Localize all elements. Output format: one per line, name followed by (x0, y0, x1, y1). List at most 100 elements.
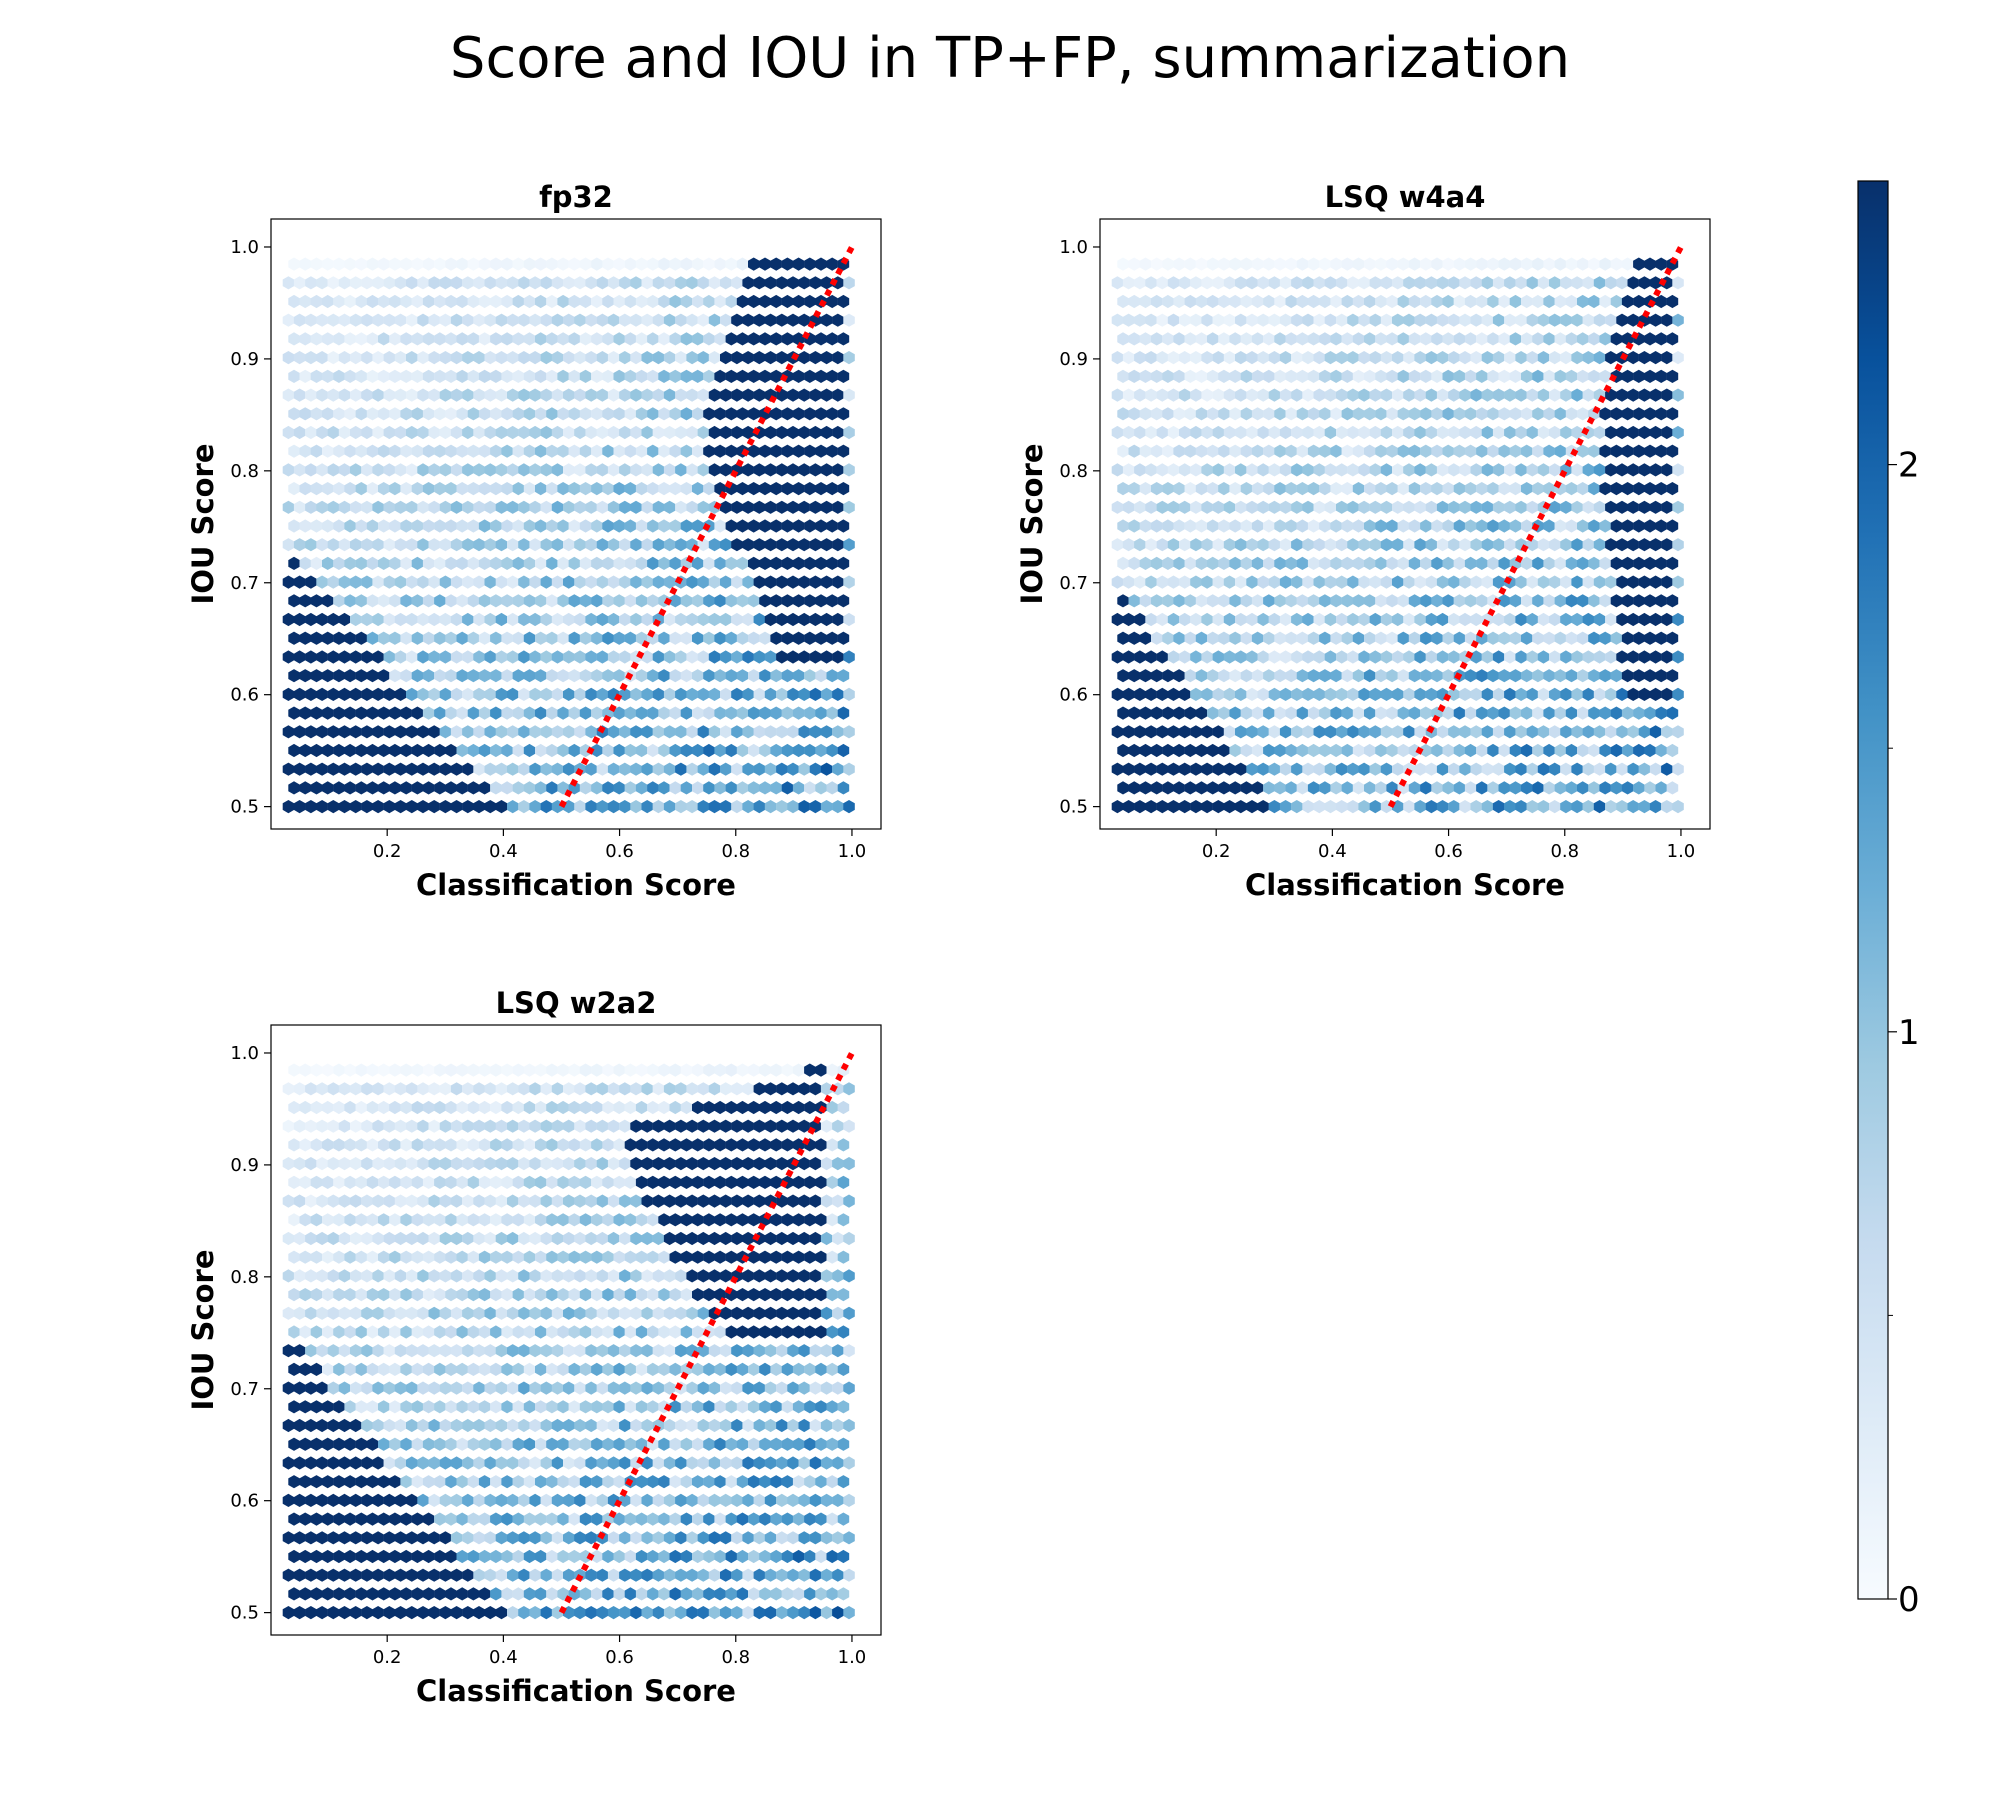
hexbin-cell (1481, 276, 1494, 290)
hexbin-cell (344, 444, 356, 458)
hexbin-cell (383, 1493, 396, 1507)
hexbin-cell (748, 1400, 760, 1414)
hexbin-cell (1251, 519, 1264, 533)
hexbin-cell (501, 407, 513, 421)
hexbin-cell (1218, 407, 1230, 421)
x-tick-label: 1.0 (1667, 841, 1696, 862)
hexbin-cell (1128, 444, 1140, 458)
hexbin-cell (602, 1250, 614, 1264)
hexbin-cell (557, 482, 569, 496)
hexbin-cell (1352, 594, 1365, 608)
hexbin-cell (624, 1138, 637, 1152)
hexbin-cell (731, 1306, 743, 1320)
hexbin-cell (1167, 351, 1180, 365)
hexbin-cell (613, 781, 625, 795)
hexbin-cell (781, 1437, 794, 1451)
hexbin-cell (411, 743, 424, 758)
hexbin-cell (1207, 407, 1219, 421)
hexbin-cell (1498, 294, 1510, 309)
hexbin-cell (495, 687, 508, 701)
hexbin-cell (316, 1344, 328, 1358)
hexbin-cell (467, 257, 480, 271)
hexbin-cell (613, 1325, 625, 1339)
hexbin-cell (1549, 800, 1561, 814)
hexbin-cell (1307, 781, 1320, 795)
hexbin-cell (742, 1381, 754, 1395)
hexbin-cell (450, 800, 463, 814)
hexbin-cell (467, 1138, 480, 1152)
hexbin-cell (372, 1531, 384, 1545)
hexbin-cell (338, 800, 351, 814)
hexbin-cell (1571, 725, 1583, 739)
hexbin-cell (563, 612, 575, 627)
hexbin-cell (820, 1381, 833, 1395)
hexbin-cell (1302, 800, 1314, 814)
hexbin-cell (1134, 575, 1146, 589)
hexbin-cell (798, 538, 810, 552)
hexbin-cell (1481, 575, 1494, 589)
hexbin-cell (663, 725, 676, 739)
hexbin-cell (462, 463, 474, 477)
hexbin-cell (1420, 257, 1432, 271)
hexbin-cell (1251, 332, 1264, 346)
hexbin-cell (428, 388, 440, 402)
hexbin-cell (282, 800, 295, 814)
hexbin-cell (1313, 650, 1325, 664)
hexbin-cell (731, 725, 743, 739)
hexbin-cell (663, 1231, 676, 1246)
hexbin-cell (1302, 463, 1314, 477)
hexbin-cell (1375, 519, 1387, 533)
hexbin-cell (647, 294, 659, 309)
hexbin-cell (523, 1512, 536, 1526)
hexbin-cell (669, 781, 681, 795)
hexbin-cell (490, 444, 502, 458)
hexbin-cell (428, 1456, 440, 1470)
hexbin-cell (344, 1100, 356, 1115)
hexbin-cell (1655, 369, 1667, 383)
hexbin-cell (1330, 743, 1342, 758)
hexbin-cell (1240, 706, 1253, 720)
hexbin-cell (1420, 706, 1432, 720)
hexbin-cell (422, 294, 435, 309)
hexbin-cell (596, 1231, 609, 1246)
hexbin-cell (602, 369, 614, 383)
hexbin-cell (1128, 482, 1140, 496)
hexbin-cell (540, 1157, 552, 1171)
hexbin-cell (697, 1418, 709, 1433)
hexbin-cell (1420, 407, 1432, 421)
hexbin-cell (703, 1437, 715, 1451)
hexbin-cell (770, 669, 782, 683)
hexbin-cell (742, 1568, 754, 1582)
hexbin-cell (697, 1493, 709, 1507)
hexbin-cell (798, 1381, 810, 1395)
hexbin-cell (338, 1119, 351, 1133)
hexbin-cell (450, 463, 463, 477)
hexbin-cell (1184, 631, 1196, 645)
hexbin-cell (1621, 743, 1634, 758)
hexbin-cell (406, 800, 418, 814)
hexbin-cell (1549, 762, 1561, 776)
hexbin-cell (820, 1157, 833, 1171)
hexbin-cell (579, 1175, 592, 1189)
hexbin-cell (1167, 725, 1180, 739)
hexbin-cell (350, 575, 362, 589)
hexbin-cell (529, 1418, 541, 1433)
hexbin-cell (1364, 444, 1376, 458)
hexbin-cell (1307, 444, 1320, 458)
hexbin-cell (282, 1306, 295, 1320)
hexbin-cell (1173, 407, 1185, 421)
hexbin-cell (1392, 425, 1404, 440)
hexbin-cell (406, 463, 418, 477)
hexbin-cell (518, 425, 530, 440)
hexbin-cell (826, 1437, 838, 1451)
hexbin-cell (1621, 781, 1634, 795)
hexbin-cell (394, 762, 407, 776)
hexbin-cell (400, 1587, 412, 1601)
hexbin-cell (1549, 351, 1561, 365)
hexbin-cell (804, 1549, 816, 1564)
hexbin-cell (1296, 444, 1309, 458)
hexbin-cell (826, 294, 838, 309)
hexbin-cell (1492, 538, 1505, 552)
hexbin-cell (770, 1288, 782, 1302)
hexbin-cell (1616, 538, 1628, 552)
